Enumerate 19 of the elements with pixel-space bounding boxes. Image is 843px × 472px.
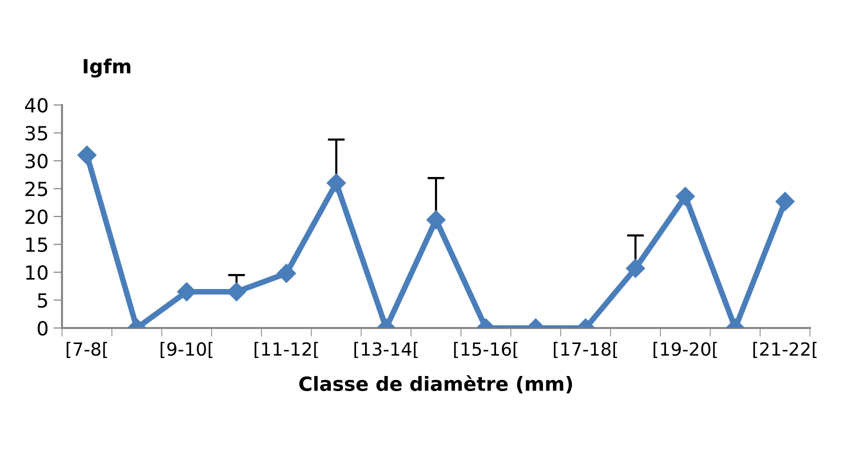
- x-axis-title: Classe de diamètre (mm): [299, 375, 572, 394]
- x-tick-label: [21-22[: [753, 342, 817, 358]
- x-tick-label: [13-14[: [354, 342, 418, 358]
- y-axis-title: Igfm: [84, 58, 130, 78]
- y-tick-label: 15: [26, 238, 48, 252]
- x-tick-label: [7-8[: [66, 342, 107, 358]
- x-tick-label: [19-20[: [654, 342, 717, 358]
- y-tick-label: 35: [26, 126, 48, 141]
- y-tick-label: 40: [25, 98, 48, 113]
- x-tick-label: [9-10[: [160, 342, 212, 358]
- x-tick-label: [17-18[: [554, 342, 618, 358]
- y-tick-label: 10: [26, 265, 48, 280]
- y-tick-label: 5: [38, 293, 48, 308]
- x-tick-label: [11-12[: [254, 342, 318, 358]
- y-tick-label: 30: [26, 154, 48, 168]
- y-tick-label: 20: [25, 209, 48, 224]
- x-tick-label: [15-16[: [454, 342, 518, 358]
- y-tick-label: 0: [38, 320, 48, 336]
- y-tick-label: 25: [25, 182, 48, 196]
